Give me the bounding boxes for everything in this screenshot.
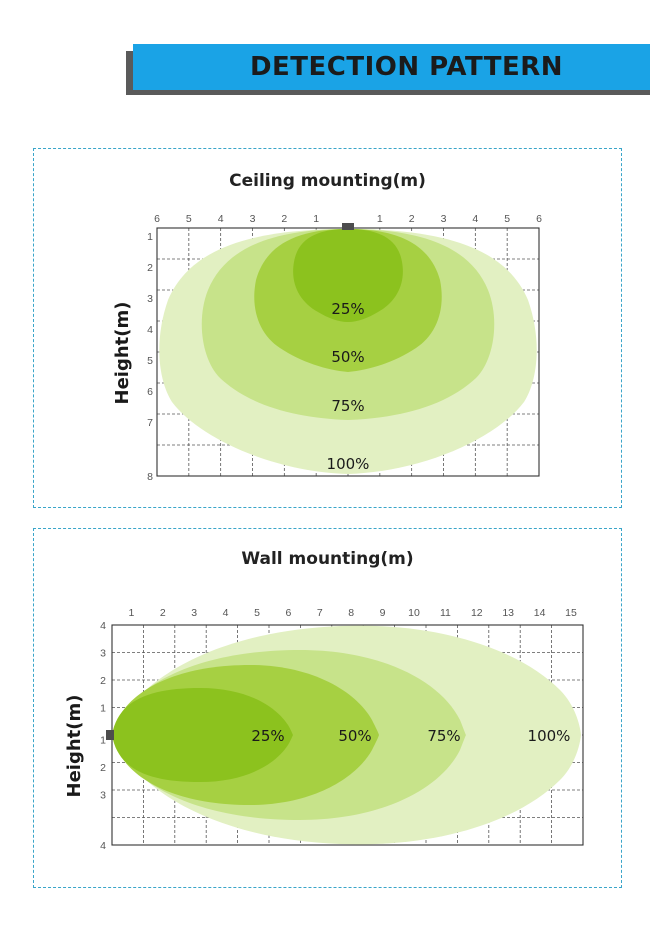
ceiling-chart-title: Ceiling mounting(m) xyxy=(229,171,426,191)
wall-mounting-panel: Wall mounting(m) xyxy=(33,528,622,888)
page-title: DETECTION PATTERN xyxy=(249,52,564,82)
header-bar: DETECTION PATTERN xyxy=(133,44,650,90)
ceiling-mounting-panel: Ceiling mounting(m) xyxy=(33,148,622,508)
wall-chart-title: Wall mounting(m) xyxy=(241,549,414,569)
